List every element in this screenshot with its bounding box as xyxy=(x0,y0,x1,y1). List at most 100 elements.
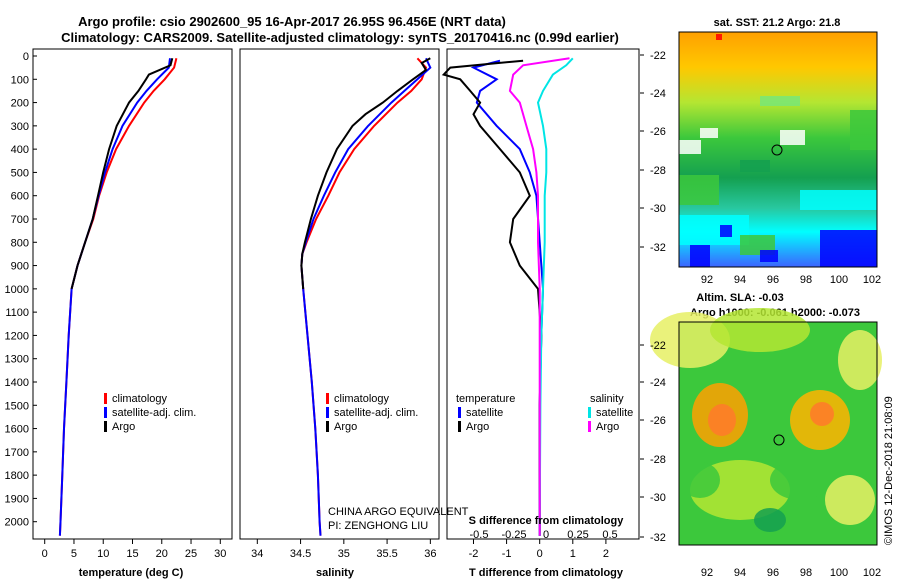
sst-lat-label: -28 xyxy=(650,165,666,177)
series-line-argo-t xyxy=(441,59,543,536)
map-axes: 92 92 94 94 96 96 98 98 100 100 102 102 -22 -22 -24 -24… xyxy=(640,50,881,579)
legend-satellite-s-swatch xyxy=(588,407,591,418)
legend-satellite-t-label: satellite xyxy=(466,407,503,419)
argo-float-marker xyxy=(773,434,785,446)
sla-map-blob xyxy=(754,508,786,532)
sst-map-patch xyxy=(760,250,778,262)
x-tick-label: 15 xyxy=(126,548,138,560)
sst-lat-label: -22 xyxy=(650,50,666,62)
sst-lat-label: -26 xyxy=(650,126,666,138)
series-line-satellite-s xyxy=(536,57,574,536)
x-tick-label: 5 xyxy=(71,548,77,560)
sst-lon-label: 96 xyxy=(767,274,779,286)
depth-tick-label: 1900 xyxy=(5,493,29,505)
figure-title-line2: Climatology: CARS2009. Satellite-adjuste… xyxy=(61,30,619,45)
sla-map-blob xyxy=(838,330,882,390)
s-difference-tick-label: -0.25 xyxy=(501,529,526,541)
sst-lat-label: -24 xyxy=(650,88,666,100)
sla-map-blob xyxy=(680,462,720,498)
sla-lat-label: -32 xyxy=(650,532,666,544)
legend-climatology-swatch xyxy=(326,393,329,404)
sst-map-patch xyxy=(780,130,805,145)
series-line-satellite-adj-clim- xyxy=(300,57,432,536)
credit-text: ©IMOS 12-Dec-2018 21:08:09 xyxy=(883,396,895,545)
s-difference-tick-label: 0 xyxy=(543,529,549,541)
series-line-argo xyxy=(300,57,431,289)
sst-map-patch xyxy=(679,215,749,245)
sst-map xyxy=(678,31,878,268)
sla-map-blob xyxy=(650,312,730,368)
depth-tick-label: 1500 xyxy=(5,400,29,412)
sst-map-patch xyxy=(679,140,701,154)
sst-map-patch xyxy=(716,34,722,40)
sla-map-blob xyxy=(810,402,834,426)
depth-tick-label: 2000 xyxy=(5,517,29,529)
depth-tick-label: 600 xyxy=(11,191,29,203)
salinity-panel-frame xyxy=(239,48,440,540)
sla-lat-label: -30 xyxy=(650,492,666,504)
t-difference-xlabel: T difference from climatology xyxy=(469,567,624,579)
x-tick-label: -2 xyxy=(469,548,479,560)
depth-tick-label: 300 xyxy=(11,121,29,133)
difference-legend: temperature satellite Argo salinity sate… xyxy=(456,393,633,433)
depth-tick-label: 1700 xyxy=(5,447,29,459)
program-annotation: CHINA ARGO EQUIVALENT xyxy=(328,506,469,518)
s-difference-xlabel: S difference from climatology xyxy=(469,515,625,527)
salinity-panel: 34 34.5 35 35.5 36 xyxy=(251,57,436,560)
sst-map-patch xyxy=(720,225,732,237)
sst-lon-label: 102 xyxy=(863,274,881,286)
legend-argo-t-label: Argo xyxy=(466,421,489,433)
temperature-legend: climatology satellite-adj. clim. Argo xyxy=(104,393,196,433)
legend-argo-s-label: Argo xyxy=(596,421,619,433)
x-tick-label: 34 xyxy=(251,548,263,560)
sst-map-patch xyxy=(690,245,710,267)
sla-map-blob xyxy=(708,404,736,436)
depth-tick-label: 800 xyxy=(11,237,29,249)
sla-map-frame xyxy=(678,321,878,546)
legend-climatology-label: climatology xyxy=(112,393,168,405)
s-difference-tick-label: 0.5 xyxy=(602,529,617,541)
depth-tick-label: 500 xyxy=(11,167,29,179)
sla-lat-label: -22 xyxy=(650,340,666,352)
sla-map xyxy=(650,308,882,546)
depth-tick-label: 1100 xyxy=(5,307,29,319)
sla-map-blobs xyxy=(650,308,882,532)
sst-lat-label: -30 xyxy=(650,203,666,215)
sst-map-patch xyxy=(800,190,877,210)
sst-map-patch xyxy=(760,96,800,106)
sst-lon-label: 94 xyxy=(734,274,746,286)
sst-lon-label: 98 xyxy=(800,274,812,286)
sla-lat-label: -28 xyxy=(650,454,666,466)
sst-map-patch xyxy=(740,160,770,172)
legend-argo-label: Argo xyxy=(334,421,357,433)
sla-lon-label: 96 xyxy=(767,567,779,579)
sla-map-blob xyxy=(825,475,875,525)
x-tick-label: 36 xyxy=(424,548,436,560)
legend-salinity-title: salinity xyxy=(590,393,624,405)
salinity-legend: climatology satellite-adj. clim. Argo xyxy=(326,393,418,433)
x-tick-label: -1 xyxy=(502,548,512,560)
depth-tick-label: 700 xyxy=(11,214,29,226)
x-tick-label: 35 xyxy=(338,548,350,560)
legend-satellite-s-label: satellite xyxy=(596,407,633,419)
depth-tick-label: 1800 xyxy=(5,470,29,482)
legend-satellite-label: satellite-adj. clim. xyxy=(112,407,196,419)
legend-satellite-label: satellite-adj. clim. xyxy=(334,407,418,419)
x-tick-label: 10 xyxy=(97,548,109,560)
temperature-panel: 0 5 10 15 20 25 30 xyxy=(42,58,226,560)
salinity-xlabel: salinity xyxy=(316,567,355,579)
depth-tick-label: 0 xyxy=(23,51,29,63)
depth-tick-label: 1000 xyxy=(5,284,29,296)
series-line-satellite-t xyxy=(470,59,545,536)
sla-lat-label: -24 xyxy=(650,377,666,389)
figure-title-line1: Argo profile: csio 2902600_95 16-Apr-201… xyxy=(78,14,506,29)
legend-argo-swatch xyxy=(326,421,329,432)
difference-panel-frame xyxy=(446,48,640,540)
depth-tick-label: 1300 xyxy=(5,354,29,366)
sla-lon-label: 102 xyxy=(863,567,881,579)
x-tick-label: 1 xyxy=(570,548,576,560)
sla-lat-label: -26 xyxy=(650,415,666,427)
legend-temperature-title: temperature xyxy=(456,393,515,405)
sst-map-frame xyxy=(678,31,878,268)
depth-tick-label: 1600 xyxy=(5,424,29,436)
